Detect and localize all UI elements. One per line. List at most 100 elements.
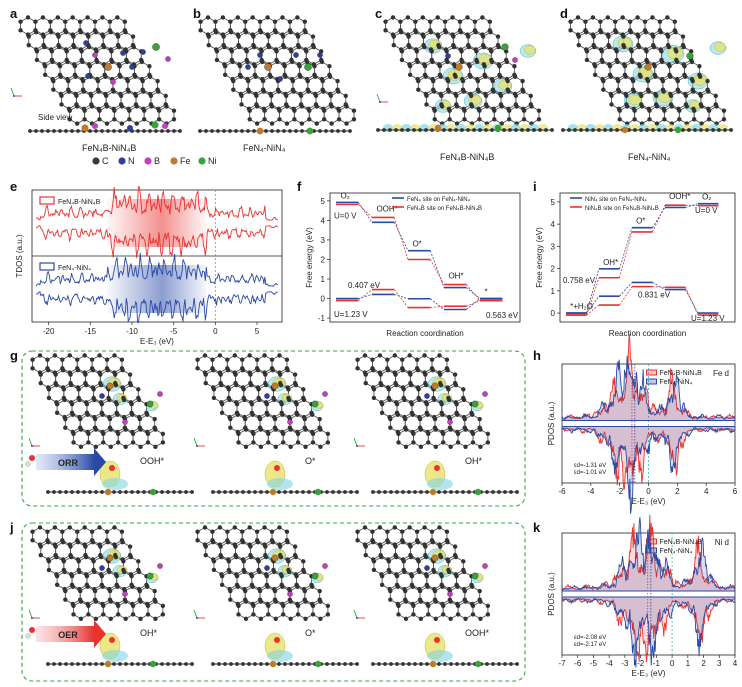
- carbon-atom: [411, 431, 416, 437]
- carbon-atom: [289, 59, 295, 65]
- carbon-atom: [423, 554, 429, 560]
- carbon-atom: [662, 108, 667, 113]
- side-carbon: [307, 662, 311, 666]
- carbon-atom: [61, 559, 67, 564]
- carbon-atom: [393, 544, 398, 549]
- carbon-atom: [203, 380, 208, 386]
- carbon-atom: [536, 108, 542, 113]
- carbon-atom: [263, 382, 269, 388]
- axis-y-glyph: [28, 437, 33, 447]
- carbon-atom: [254, 121, 260, 126]
- carbon-atom: [109, 49, 114, 54]
- carbon-atom: [506, 89, 511, 94]
- reactant-h-atom: [25, 461, 31, 467]
- carbon-atom: [221, 34, 226, 39]
- carbon-atom: [234, 554, 239, 560]
- chart-k-ylabel: PDOS (a.u.): [547, 572, 556, 616]
- carbon-atom: [235, 584, 240, 589]
- carbon-atom: [84, 402, 90, 407]
- side-carbon: [190, 662, 194, 666]
- chart-e-xtick-label: 0: [213, 327, 218, 336]
- carbon-atom: [269, 529, 275, 534]
- b-atom: [322, 391, 328, 397]
- carbon-atom: [54, 410, 60, 416]
- state-label-2: O*: [305, 456, 316, 466]
- carbon-atom: [408, 544, 413, 549]
- chart-k-legend-label-1: FeN₄B-NiN₄B: [660, 539, 703, 546]
- carbon-atom: [336, 108, 342, 113]
- carbon-atom: [71, 431, 76, 437]
- carbon-atom: [70, 412, 75, 417]
- ni-atom: [311, 400, 319, 408]
- carbon-atom: [40, 15, 46, 20]
- oxygen-atom: [434, 465, 440, 471]
- carbon-atom: [285, 540, 290, 545]
- hex-ring: [147, 429, 164, 448]
- carbon-atom: [238, 74, 243, 79]
- carbon-atom: [228, 588, 233, 594]
- structure-side-2: [211, 460, 359, 496]
- chart-f-step-label: O₂: [340, 191, 349, 200]
- carbon-atom: [443, 30, 449, 35]
- carbon-atom: [71, 603, 76, 609]
- carbon-atom: [115, 15, 120, 20]
- carbon-atom: [118, 74, 123, 79]
- carbon-atom: [405, 15, 411, 20]
- chart-k-frame: [561, 532, 736, 656]
- carbon-atom: [410, 412, 415, 417]
- carbon-atom: [265, 15, 270, 20]
- carbon-atom: [33, 30, 39, 35]
- panel-i-letter: i: [533, 179, 537, 194]
- carbon-atom: [314, 104, 319, 109]
- carbon-atom: [302, 588, 308, 594]
- carbon-atom: [492, 117, 497, 122]
- side-carbon: [40, 129, 44, 133]
- carbon-atom: [51, 78, 56, 84]
- carbon-atom: [651, 34, 656, 39]
- carbon-atom: [104, 104, 110, 109]
- carbon-atom: [93, 599, 99, 604]
- carbon-atom: [426, 440, 431, 445]
- carbon-atom: [422, 353, 427, 358]
- carbon-atom: [416, 387, 421, 392]
- carbon-atom: [63, 416, 68, 422]
- side-carbon: [657, 128, 661, 132]
- side-carbon: [430, 128, 434, 132]
- carbon-atom: [288, 427, 293, 432]
- carbon-atom: [90, 368, 96, 373]
- carbon-atom: [370, 357, 375, 362]
- n-atom: [317, 52, 323, 58]
- carbon-atom: [278, 544, 283, 549]
- panel-j-dashed-box: [21, 522, 526, 682]
- b-atom: [447, 419, 453, 425]
- carbon-atom: [627, 19, 633, 24]
- carbon-atom: [642, 19, 648, 24]
- carbon-atom: [609, 93, 614, 99]
- carbon-atom: [321, 108, 327, 113]
- carbon-atom: [147, 74, 153, 79]
- structure-3: [353, 353, 491, 449]
- side-carbon: [407, 662, 411, 666]
- chart-i-connector: [685, 289, 699, 314]
- carbon-atom: [598, 30, 604, 35]
- carbon-atom: [388, 425, 393, 430]
- carbon-atom: [684, 104, 689, 109]
- hex-ring: [200, 16, 216, 36]
- side-carbon: [106, 129, 110, 133]
- side-carbon: [247, 662, 251, 666]
- carbon-atom: [432, 117, 437, 122]
- carbon-atom: [18, 19, 23, 24]
- carbon-atom: [636, 34, 641, 39]
- carbon-atom: [87, 64, 93, 69]
- carbon-atom: [295, 440, 301, 445]
- carbon-atom: [406, 34, 411, 39]
- carbon-atom: [266, 44, 272, 50]
- carbon-atom: [632, 108, 637, 113]
- carbon-atom: [89, 529, 95, 534]
- carbon-atom: [455, 603, 461, 609]
- carbon-atom: [304, 59, 310, 65]
- carbon-atom: [129, 574, 134, 579]
- carbon-atom: [145, 431, 151, 437]
- side-carbon: [567, 128, 571, 132]
- carbon-atom: [425, 412, 430, 417]
